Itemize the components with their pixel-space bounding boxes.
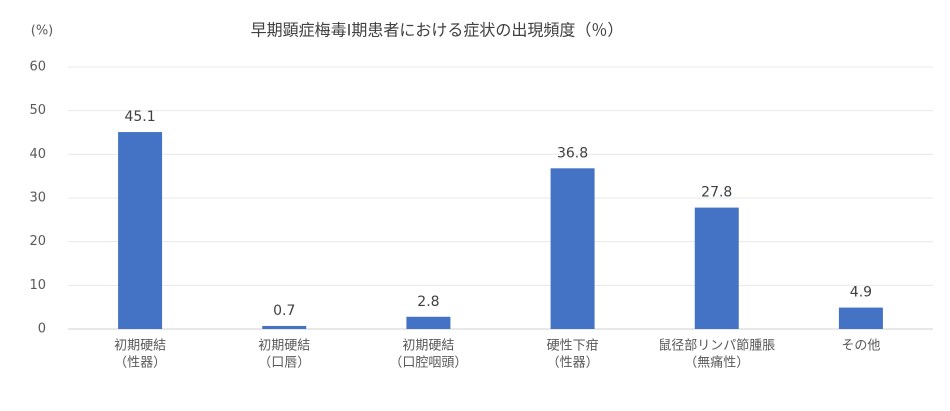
value-label: 36.8 xyxy=(557,145,588,161)
x-tick-label: （口腔咽頭） xyxy=(389,356,467,371)
value-label: 27.8 xyxy=(701,185,732,201)
y-tick-label: 50 xyxy=(29,103,46,118)
x-tick-label: 初期硬結 xyxy=(402,339,454,354)
x-tick-label: その他 xyxy=(841,339,880,354)
x-tick-label: 硬性下疳 xyxy=(547,339,599,354)
x-tick-label: （性器） xyxy=(547,356,599,371)
bar xyxy=(118,132,163,329)
bar xyxy=(550,168,595,329)
value-label: 45.1 xyxy=(124,109,155,125)
value-label: 2.8 xyxy=(417,294,439,310)
x-tick-label: 鼠径部リンパ節腫脹 xyxy=(658,338,775,354)
bar xyxy=(262,325,307,329)
bar xyxy=(838,307,883,329)
y-tick-label: 60 xyxy=(29,60,46,75)
y-tick-label: 30 xyxy=(29,191,46,206)
x-tick-label: （性器） xyxy=(114,356,166,371)
y-tick-label: 0 xyxy=(38,322,46,337)
bar xyxy=(406,316,451,329)
value-label: 0.7 xyxy=(273,303,295,319)
y-tick-label: 20 xyxy=(29,234,46,249)
x-tick-label: （無痛性） xyxy=(684,355,749,371)
value-label: 4.9 xyxy=(850,285,872,301)
y-axis-label: (%) xyxy=(31,24,54,39)
x-tick-label: 初期硬結 xyxy=(114,339,166,354)
bar xyxy=(694,207,739,329)
x-tick-label: （口唇） xyxy=(258,356,310,371)
y-tick-label: 40 xyxy=(29,147,46,162)
x-tick-label: 初期硬結 xyxy=(258,339,310,354)
chart-title: 早期顕症梅毒Ⅰ期患者における症状の出現頻度（％） xyxy=(251,21,624,40)
y-tick-label: 10 xyxy=(29,278,46,293)
